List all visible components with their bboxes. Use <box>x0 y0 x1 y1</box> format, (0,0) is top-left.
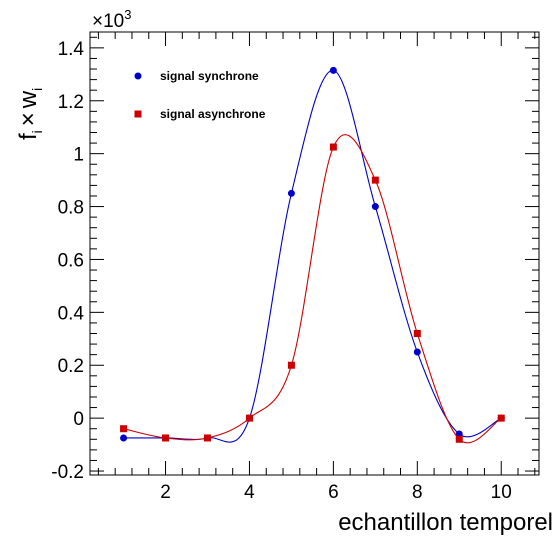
y-axis: -0.2 0 0.2 0.4 0.6 0.8 1 1.2 1.4 <box>51 36 539 483</box>
y-multiplier-base: ×10 <box>92 11 124 32</box>
y-tick-label: 0.6 <box>58 250 84 271</box>
y-tick-label: 0.2 <box>58 356 84 377</box>
y-tick-label: 1.4 <box>58 39 85 60</box>
y-title-w: w <box>15 90 42 109</box>
y-axis-title: fi×wi <box>15 88 45 140</box>
x-tick-label: 4 <box>244 482 255 503</box>
y-title-times: × <box>15 112 42 126</box>
y-tick-label: 1.2 <box>58 92 84 113</box>
data-point-square <box>203 434 211 442</box>
y-title-sub1: i <box>29 130 45 133</box>
data-point-square <box>162 434 170 442</box>
series-line-1 <box>123 134 502 444</box>
y-multiplier: ×103 <box>92 7 131 32</box>
plot-frame <box>89 31 540 476</box>
x-axis-title: echantillon temporel <box>338 509 553 536</box>
data-point-circle <box>413 348 421 356</box>
data-point-square <box>329 143 337 151</box>
x-tick-label: 6 <box>328 482 339 503</box>
legend-label-synchrone: signal synchrone <box>160 69 259 83</box>
y-tick-label: 1 <box>73 145 84 166</box>
data-point-circle <box>371 203 379 211</box>
data-point-circle <box>287 189 295 197</box>
x-axis: 2 4 6 8 10 <box>97 32 536 503</box>
x-tick-label: 2 <box>160 482 171 503</box>
legend-marker-asynchrone <box>134 110 142 118</box>
x-tick-label: 10 <box>491 482 512 503</box>
data-point-circle <box>329 66 337 74</box>
data-point-square <box>371 176 379 184</box>
y-tick-label: -0.2 <box>51 462 84 483</box>
x-tick-label: 8 <box>412 482 423 503</box>
data-point-square <box>120 425 128 433</box>
legend: signal synchrone signal asynchrone <box>134 69 266 121</box>
legend-marker-synchrone <box>134 72 142 80</box>
data-point-square <box>455 435 463 443</box>
data-point-square <box>287 361 295 369</box>
y-title-sub2: i <box>29 88 45 91</box>
data-point-circle <box>455 430 463 438</box>
data-point-square <box>413 330 421 338</box>
data-point-circle <box>120 434 128 442</box>
series-layer <box>120 66 505 444</box>
legend-label-asynchrone: signal asynchrone <box>160 107 266 121</box>
y-multiplier-exp: 3 <box>124 7 131 22</box>
y-tick-label: 0.4 <box>58 303 85 324</box>
data-point-square <box>497 414 505 422</box>
y-tick-label: 0 <box>73 409 84 430</box>
y-tick-label: 0.8 <box>58 198 84 219</box>
series-line-0 <box>123 69 502 443</box>
data-point-square <box>245 414 253 422</box>
y-title-f: f <box>15 133 42 140</box>
